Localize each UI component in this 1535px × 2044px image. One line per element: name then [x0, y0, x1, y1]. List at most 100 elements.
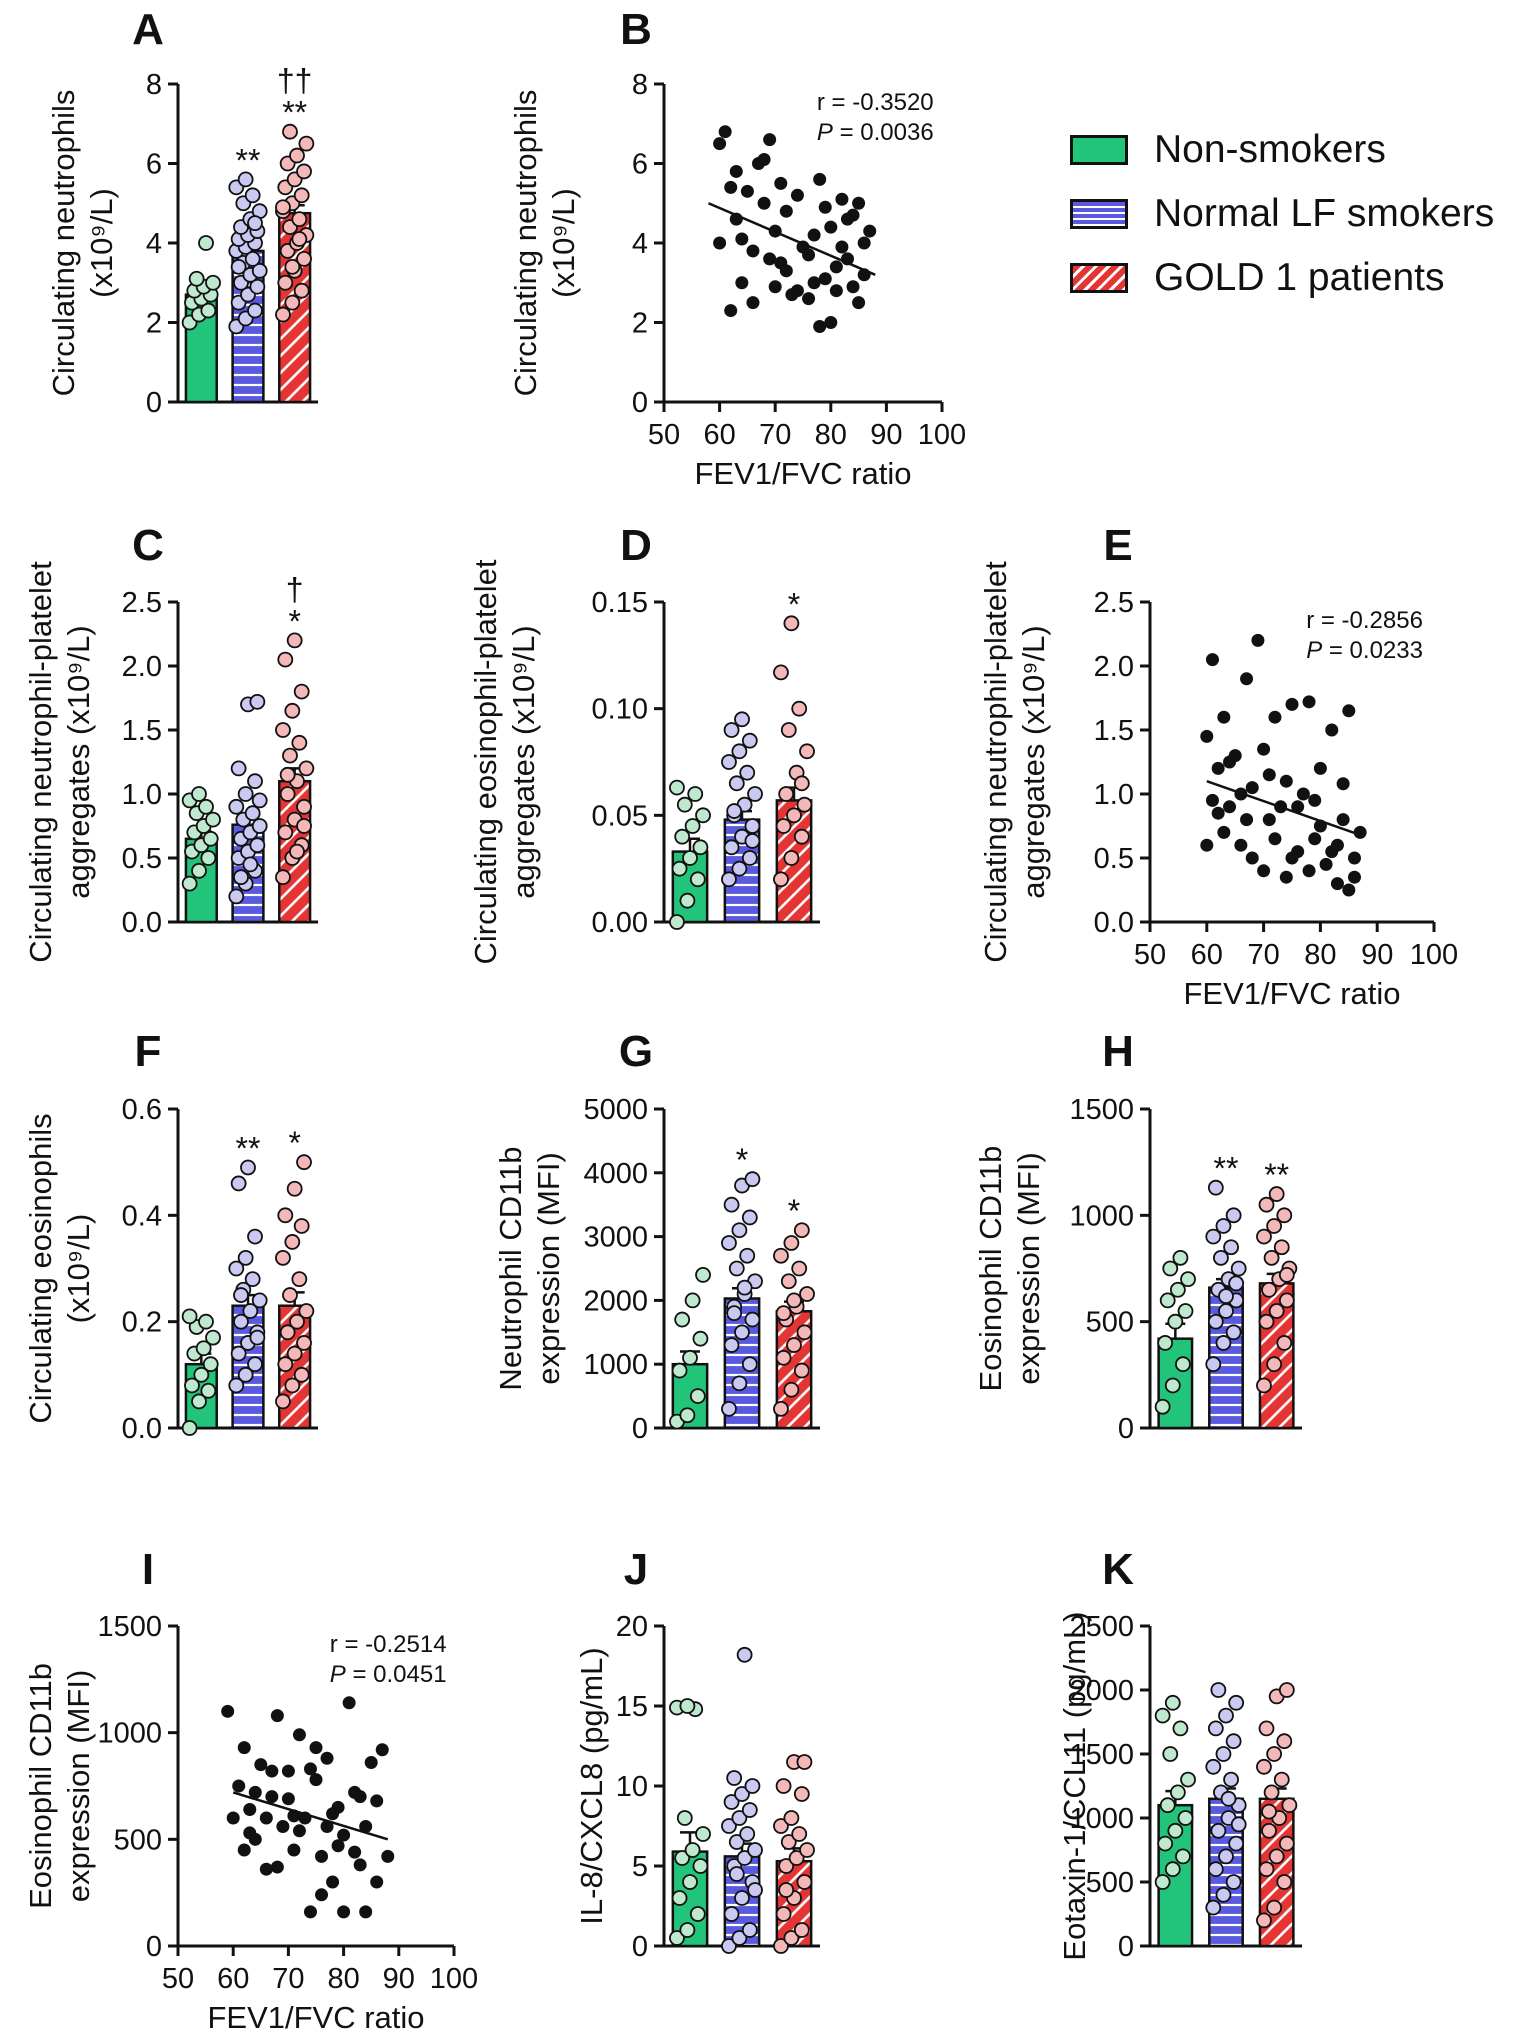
point-c-gold-1-patients-18 — [289, 843, 305, 860]
point-k-gold-1-patients-1 — [1266, 1899, 1283, 1916]
y-tick-label-e-0: 0.0 — [1094, 907, 1134, 939]
point-d-normal-lf-smokers-10 — [739, 764, 756, 781]
y-tick-label-g-1: 1000 — [583, 1349, 648, 1381]
y-tick-label-g-0: 0 — [632, 1413, 648, 1445]
point-e-14 — [1279, 870, 1293, 884]
point-a-non-smokers-8 — [205, 274, 221, 291]
point-i-1 — [232, 1779, 246, 1793]
y-tick-label-c-0: 0.0 — [122, 907, 162, 939]
point-d-non-smokers-9 — [676, 796, 693, 813]
y-tick-label-k-5: 2500 — [1069, 1611, 1134, 1643]
point-d-non-smokers-7 — [684, 818, 701, 834]
point-e-45 — [1330, 838, 1344, 852]
point-c-non-smokers-12 — [191, 786, 207, 802]
point-f-gold-1-patients-4 — [286, 1345, 303, 1362]
point-c-gold-1-patients-10 — [291, 734, 308, 751]
point-k-non-smokers-6 — [1159, 1797, 1176, 1814]
point-j-normal-lf-smokers-20 — [728, 1866, 745, 1882]
point-f-normal-lf-smokers-13 — [247, 1228, 263, 1245]
point-b-20 — [818, 272, 832, 286]
point-f-non-smokers-3 — [184, 1377, 200, 1394]
point-e-37 — [1302, 864, 1316, 878]
point-d-normal-lf-smokers-8 — [747, 786, 763, 802]
point-k-non-smokers-4 — [1167, 1822, 1184, 1839]
x-tick-label-i-2: 70 — [272, 1963, 304, 1995]
point-g-normal-lf-smokers-11 — [721, 1235, 737, 1251]
point-e-3 — [1217, 825, 1231, 839]
point-g-non-smokers-5 — [692, 1330, 709, 1347]
point-d-gold-1-patients-13 — [793, 775, 810, 792]
y-tick-label-j-0: 0 — [632, 1931, 648, 1963]
point-h-non-smokers-5 — [1177, 1303, 1194, 1319]
point-j-gold-1-patients-12 — [783, 1810, 800, 1826]
point-j-non-smokers-1 — [679, 1922, 696, 1938]
point-h-non-smokers-3 — [1157, 1335, 1174, 1351]
point-c-normal-lf-smokers-13 — [247, 773, 263, 790]
sig-mark-h-gold-1-patients: ** — [1264, 1157, 1289, 1193]
point-g-gold-1-patients-1 — [783, 1381, 800, 1398]
point-g-gold-1-patients-14 — [775, 1305, 792, 1322]
point-d-non-smokers-11 — [669, 779, 685, 796]
point-j-gold-1-patients-14 — [775, 1778, 792, 1794]
y-axis-label-d-1: aggregates (x10⁹/L) — [506, 625, 541, 899]
panel-letter-g: G — [619, 1027, 653, 1076]
y-axis-label-c-0: Circulating neutrophil-platelet — [23, 561, 58, 963]
point-g-non-smokers-6 — [674, 1311, 691, 1328]
point-h-gold-1-patients-13 — [1276, 1207, 1293, 1224]
x-tick-label-i-0: 50 — [162, 1963, 194, 1995]
x-tick-label-e-2: 70 — [1247, 939, 1279, 971]
point-j-normal-lf-smokers-2 — [741, 1922, 758, 1938]
point-f-gold-1-patients-15 — [286, 1180, 303, 1197]
y-tick-label-i-2: 1000 — [97, 1718, 162, 1750]
point-f-non-smokers-2 — [200, 1382, 217, 1399]
stats-p-value-e: = 0.0233 — [1322, 637, 1423, 664]
point-k-gold-1-patients-4 — [1268, 1848, 1285, 1865]
point-b-19 — [813, 172, 827, 186]
point-i-7 — [265, 1790, 279, 1804]
y-axis-label-f-0: Circulating eosinophils — [23, 1113, 58, 1423]
y-tick-label-e-3: 1.5 — [1094, 715, 1134, 747]
point-e-22 — [1325, 723, 1339, 737]
point-h-normal-lf-smokers-15 — [1218, 1288, 1234, 1305]
legend-swatch-non-smokers — [1070, 135, 1128, 165]
point-e-26 — [1347, 851, 1361, 865]
y-tick-label-b-2: 4 — [632, 228, 648, 260]
point-f-gold-1-patients-14 — [277, 1207, 294, 1224]
point-c-gold-1-patients-5 — [296, 798, 312, 815]
point-g-normal-lf-smokers-13 — [741, 1209, 758, 1226]
point-b-9 — [757, 196, 771, 210]
point-c-gold-1-patients-0 — [275, 869, 291, 886]
point-k-gold-1-patients-11 — [1256, 1758, 1272, 1775]
point-b-13 — [779, 204, 793, 218]
point-j-normal-lf-smokers-9 — [728, 1834, 745, 1850]
point-j-non-smokers-2 — [689, 1906, 706, 1922]
point-f-normal-lf-smokers-8 — [251, 1292, 268, 1309]
point-d-gold-1-patients-2 — [793, 828, 810, 845]
point-b-2 — [724, 180, 738, 194]
point-e-9 — [1251, 633, 1265, 647]
point-c-gold-1-patients-17 — [279, 766, 296, 783]
point-g-gold-1-patients-0 — [773, 1400, 789, 1417]
y-tick-label-e-4: 2.0 — [1094, 651, 1134, 683]
point-a-gold-1-patients-23 — [284, 258, 301, 275]
point-g-gold-1-patients-12 — [783, 1235, 800, 1251]
x-tick-label-b-2: 70 — [759, 419, 791, 451]
point-g-gold-1-patients-11 — [773, 1247, 789, 1264]
point-c-normal-lf-smokers-12 — [237, 786, 254, 802]
point-h-normal-lf-smokers-10 — [1223, 1239, 1239, 1256]
point-e-12 — [1268, 710, 1282, 724]
point-e-17 — [1296, 787, 1310, 801]
sig-mark-a-gold-1-patients: ** — [282, 95, 307, 131]
panel-letter-h: H — [1102, 1027, 1134, 1076]
point-b-48 — [807, 276, 821, 290]
sig-mark-h-normal-lf-smokers: ** — [1214, 1151, 1239, 1187]
point-e-33 — [1257, 742, 1271, 756]
panel-letter-i: I — [142, 1545, 154, 1594]
point-i-46 — [309, 1741, 323, 1755]
point-f-gold-1-patients-9 — [282, 1287, 298, 1303]
point-a-gold-1-patients-13 — [293, 187, 310, 204]
point-k-normal-lf-smokers-16 — [1228, 1694, 1245, 1711]
point-k-gold-1-patients-12 — [1266, 1746, 1283, 1762]
point-e-32 — [1245, 851, 1259, 865]
y-tick-label-g-3: 3000 — [583, 1222, 648, 1254]
